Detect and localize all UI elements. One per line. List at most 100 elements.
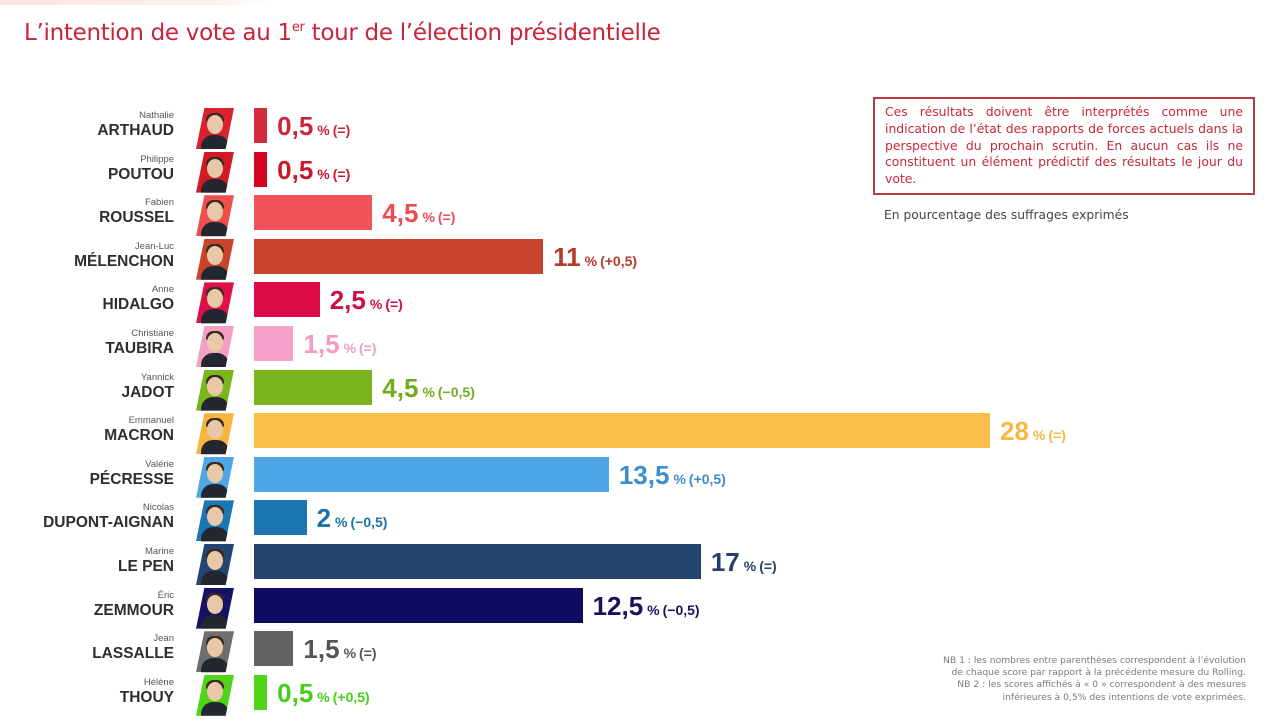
data-label-change: (+0,5) xyxy=(600,252,638,269)
bar xyxy=(254,151,268,187)
bar xyxy=(254,587,583,623)
photo-body xyxy=(201,135,229,149)
candidate-first-name: Emmanuel xyxy=(128,415,174,427)
photo-body xyxy=(201,701,229,716)
data-label: 0,5% (=) xyxy=(277,155,350,186)
data-label-change: (−0,5) xyxy=(437,383,475,400)
photo-face xyxy=(207,681,223,701)
data-label-value: 28 xyxy=(1000,416,1029,447)
candidate-first-name: Jean xyxy=(153,633,174,645)
candidate-photo xyxy=(196,195,234,237)
footnote-line: NB 1 : les nombres entre parenthèses cor… xyxy=(942,655,1246,666)
data-label-change: (−0,5) xyxy=(662,601,700,618)
chart-row: Valérie PÉCRESSE 13,5% (+0,5) xyxy=(0,455,1280,499)
candidate-photo xyxy=(196,674,234,716)
disclaimer-box: Ces résultats doivent être interprétés c… xyxy=(873,97,1255,195)
candidate-first-name: Fabien xyxy=(144,197,174,209)
data-label-unit: % xyxy=(647,601,660,618)
chart-row: Nicolas DUPONT-AIGNAN 2% (−0,5) xyxy=(0,498,1280,542)
data-label: 11% (+0,5) xyxy=(553,242,637,273)
photo-face xyxy=(207,507,223,527)
data-label-unit: % xyxy=(317,122,330,138)
candidate-first-name: Nicolas xyxy=(142,502,174,514)
candidate-last-name: TAUBIRA xyxy=(105,340,174,357)
candidate-first-name: Valérie xyxy=(145,458,174,470)
chart-row: Anne HIDALGO 2,5% (=) xyxy=(0,280,1280,324)
bar xyxy=(254,326,294,361)
photo-face xyxy=(207,289,223,309)
data-label: 13,5% (+0,5) xyxy=(619,460,726,491)
bar xyxy=(254,238,544,274)
candidate-photo xyxy=(196,456,234,498)
data-label-change: (−0,5) xyxy=(350,514,388,531)
data-label-change: (=) xyxy=(359,645,377,662)
photo-face xyxy=(207,551,223,570)
candidate-first-name: Philippe xyxy=(140,153,174,165)
footnote-line: inférieures à 0,5% des intentions de vot… xyxy=(1002,691,1246,703)
chart-row: Emmanuel MACRON 28% (=) xyxy=(0,411,1280,455)
candidate-photo xyxy=(196,500,234,542)
photo-body xyxy=(201,265,229,280)
title-text-end: tour de l’élection présidentielle xyxy=(304,20,661,46)
data-label-value: 11 xyxy=(553,241,581,272)
data-label: 28% (=) xyxy=(1000,416,1066,447)
data-label: 4,5% (=) xyxy=(382,198,455,229)
candidate-last-name: LE PEN xyxy=(118,558,174,575)
candidate-photo xyxy=(196,108,234,149)
bar xyxy=(254,413,990,449)
photo-face xyxy=(207,333,223,352)
data-label-change: (=) xyxy=(385,296,403,313)
data-label-value: 0,5 xyxy=(277,677,314,708)
photo-body xyxy=(201,353,229,367)
bar xyxy=(254,369,373,405)
footnote-line: NB 2 : les scores affichés à « 0 » corre… xyxy=(957,679,1246,691)
photo-body xyxy=(201,222,229,237)
data-label-change: (=) xyxy=(1048,427,1066,444)
data-label-value: 13,5 xyxy=(618,459,670,490)
chart-row: Marine LE PEN 17% (=) xyxy=(0,542,1280,586)
data-label: 0,5% (+0,5) xyxy=(277,678,370,709)
photo-face xyxy=(207,463,223,483)
photo-body xyxy=(201,440,229,455)
data-label: 2% (−0,5) xyxy=(317,503,388,534)
data-label-unit: % xyxy=(584,252,598,269)
bar xyxy=(254,282,320,318)
candidate-first-name: Hélène xyxy=(143,676,174,688)
top-accent-bar xyxy=(0,0,270,5)
title-superscript: er xyxy=(291,20,305,35)
data-label-change: (=) xyxy=(359,340,377,356)
candidate-last-name: ROUSSEL xyxy=(99,209,174,227)
data-label-unit: % xyxy=(343,340,357,356)
data-label-change: (=) xyxy=(332,165,351,182)
chart-row: Fabien ROUSSEL 4,5% (=) xyxy=(0,193,1280,237)
data-label: 0,5% (=) xyxy=(277,111,350,142)
candidate-first-name: Nathalie xyxy=(139,110,174,121)
photo-body xyxy=(201,614,229,629)
candidate-last-name: PÉCRESSE xyxy=(89,470,174,488)
candidate-last-name: ZEMMOUR xyxy=(93,601,174,619)
photo-face xyxy=(207,376,223,396)
photo-face xyxy=(207,158,223,178)
data-label-change: (=) xyxy=(437,209,456,226)
candidate-first-name: Marine xyxy=(144,546,174,557)
data-label-unit: % xyxy=(369,296,383,313)
data-label: 12,5% (−0,5) xyxy=(593,591,700,622)
chart-row: Yannick JADOT 4,5% (−0,5) xyxy=(0,368,1280,412)
bar xyxy=(254,500,307,536)
candidate-photo xyxy=(196,587,234,629)
candidate-last-name: ARTHAUD xyxy=(97,122,174,139)
data-label-unit: % xyxy=(422,209,435,226)
data-label-unit: % xyxy=(335,514,348,531)
bar xyxy=(254,631,294,667)
data-label-value: 0,5 xyxy=(277,111,314,141)
data-label-change: (+0,5) xyxy=(332,688,370,705)
candidate-last-name: MÉLENCHON xyxy=(74,252,174,270)
data-label: 1,5% (=) xyxy=(303,634,376,665)
data-label: 4,5% (−0,5) xyxy=(382,373,475,404)
data-label-value: 2 xyxy=(316,503,332,534)
chart-row: Philippe POUTOU 0,5% (=) xyxy=(0,150,1280,194)
data-label: 1,5% (=) xyxy=(303,329,376,360)
data-label-unit: % xyxy=(743,558,757,574)
chart-row: Éric ZEMMOUR 12,5% (−0,5) xyxy=(0,586,1280,630)
data-label-change: (=) xyxy=(332,122,351,138)
